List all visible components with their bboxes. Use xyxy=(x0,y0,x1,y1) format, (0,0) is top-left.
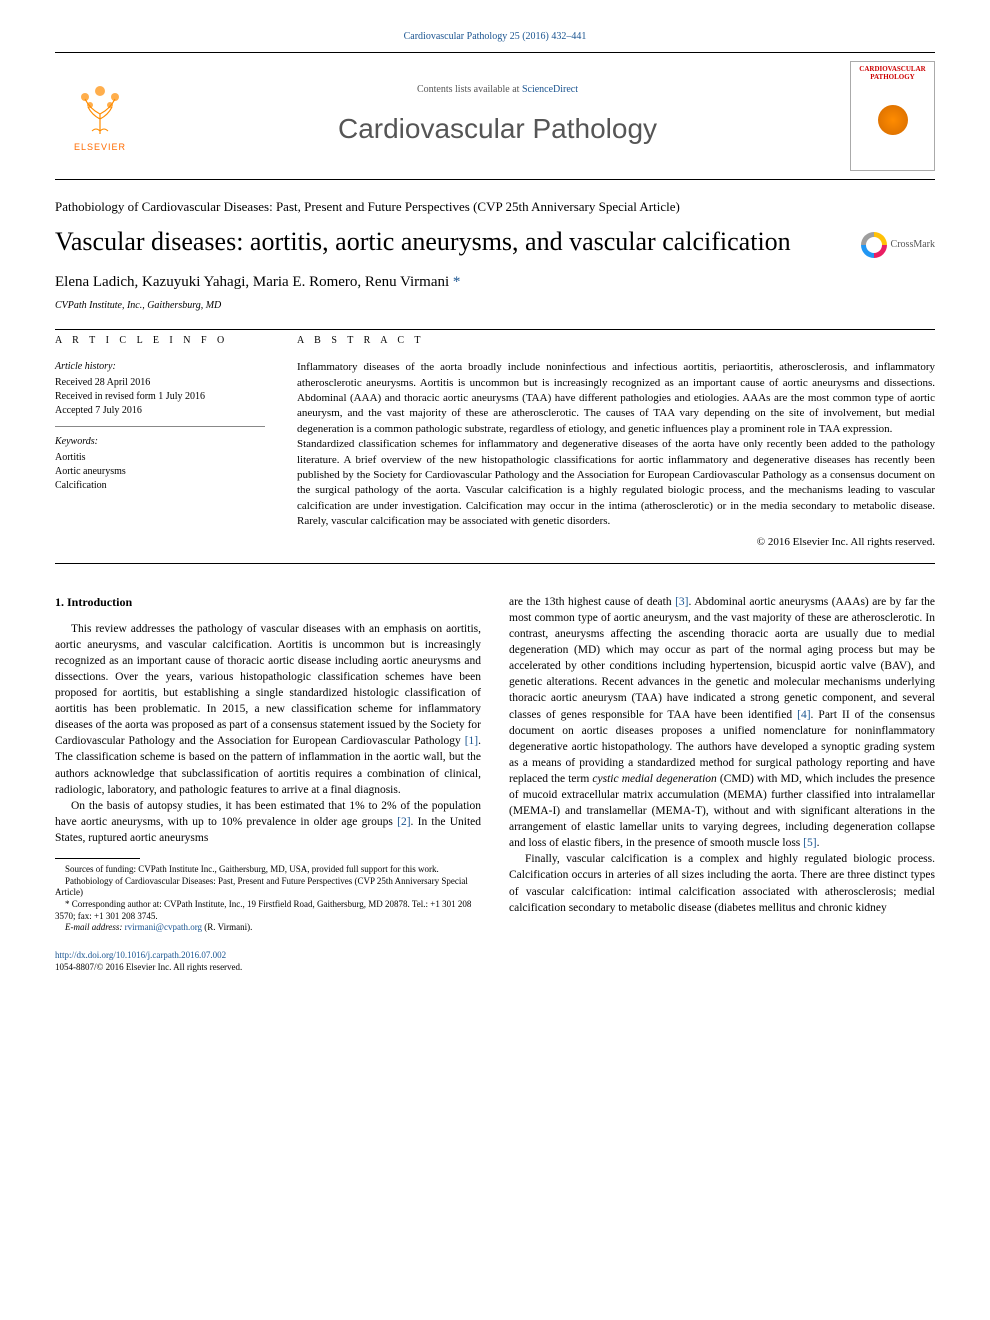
corr-author-link[interactable]: * xyxy=(453,274,461,290)
keywords-label: Keywords: xyxy=(55,435,265,449)
doi-link[interactable]: http://dx.doi.org/10.1016/j.carpath.2016… xyxy=(55,950,226,960)
series-title: Pathobiology of Cardiovascular Diseases:… xyxy=(55,198,935,216)
title-row: Vascular diseases: aortitis, aortic aneu… xyxy=(55,226,935,258)
issn-line: 1054-8807/© 2016 Elsevier Inc. All right… xyxy=(55,962,242,972)
header-banner: ELSEVIER Contents lists available at Sci… xyxy=(55,52,935,180)
affiliation: CVPath Institute, Inc., Gaithersburg, MD xyxy=(55,299,935,313)
authors: Elena Ladich, Kazuyuki Yahagi, Maria E. … xyxy=(55,272,935,293)
elsevier-tree-icon xyxy=(70,79,130,139)
elsevier-label: ELSEVIER xyxy=(74,141,126,154)
abstract: A B S T R A C T Inflammatory diseases of… xyxy=(297,334,935,551)
revised-date: Received in revised form 1 July 2016 xyxy=(55,390,265,404)
keyword: Aortitis xyxy=(55,451,265,465)
ref-link[interactable]: [1] xyxy=(465,735,478,747)
publisher-logo: ELSEVIER xyxy=(55,69,145,164)
crossmark-label: CrossMark xyxy=(891,238,935,252)
keyword: Calcification xyxy=(55,479,265,493)
divider xyxy=(55,329,935,330)
accepted-date: Accepted 7 July 2016 xyxy=(55,404,265,418)
article-info: A R T I C L E I N F O Article history: R… xyxy=(55,334,265,551)
ref-link[interactable]: [2] xyxy=(397,816,410,828)
history-label: Article history: xyxy=(55,360,265,374)
received-date: Received 28 April 2016 xyxy=(55,376,265,390)
journal-link[interactable]: Cardiovascular Pathology 25 (2016) 432–4… xyxy=(404,31,587,42)
cover-badge-icon xyxy=(878,105,908,135)
paragraph: On the basis of autopsy studies, it has … xyxy=(55,798,481,846)
history-block: Article history: Received 28 April 2016 … xyxy=(55,360,265,427)
article-info-heading: A R T I C L E I N F O xyxy=(55,334,265,348)
journal-citation: Cardiovascular Pathology 25 (2016) 432–4… xyxy=(55,30,935,44)
divider xyxy=(55,563,935,564)
footnote: Pathobiology of Cardiovascular Diseases:… xyxy=(55,876,481,899)
ref-link[interactable]: [5] xyxy=(803,837,816,849)
cover-title: CARDIOVASCULAR PATHOLOGY xyxy=(855,66,930,81)
crossmark-widget[interactable]: CrossMark xyxy=(861,232,935,258)
sciencedirect-link[interactable]: ScienceDirect xyxy=(522,84,578,95)
journal-name: Cardiovascular Pathology xyxy=(145,109,850,148)
paragraph: Finally, vascular calcification is a com… xyxy=(509,851,935,915)
paragraph: are the 13th highest cause of death [3].… xyxy=(509,594,935,852)
header-center: Contents lists available at ScienceDirec… xyxy=(145,83,850,148)
abstract-heading: A B S T R A C T xyxy=(297,334,935,348)
crossmark-icon xyxy=(861,232,887,258)
section-heading: 1. Introduction xyxy=(55,594,481,611)
email-link[interactable]: rvirmani@cvpath.org xyxy=(125,922,202,932)
journal-cover-thumb: CARDIOVASCULAR PATHOLOGY xyxy=(850,61,935,171)
contents-line: Contents lists available at ScienceDirec… xyxy=(145,83,850,97)
footnote: E-mail address: rvirmani@cvpath.org (R. … xyxy=(55,922,481,934)
ref-link[interactable]: [3] xyxy=(675,596,688,608)
copyright: © 2016 Elsevier Inc. All rights reserved… xyxy=(297,535,935,550)
right-column: are the 13th highest cause of death [3].… xyxy=(509,594,935,974)
abstract-text: Inflammatory diseases of the aorta broad… xyxy=(297,360,935,529)
doi-block: http://dx.doi.org/10.1016/j.carpath.2016… xyxy=(55,950,481,973)
article-title: Vascular diseases: aortitis, aortic aneu… xyxy=(55,226,861,257)
footnote: Sources of funding: CVPath Institute Inc… xyxy=(55,864,481,876)
footnotes: Sources of funding: CVPath Institute Inc… xyxy=(55,864,481,934)
paragraph: This review addresses the pathology of v… xyxy=(55,621,481,798)
footnote: * Corresponding author at: CVPath Instit… xyxy=(55,899,481,922)
footnote-sep xyxy=(55,858,140,859)
info-abstract-row: A R T I C L E I N F O Article history: R… xyxy=(55,334,935,551)
left-column: 1. Introduction This review addresses th… xyxy=(55,594,481,974)
ref-link[interactable]: [4] xyxy=(797,709,810,721)
body-columns: 1. Introduction This review addresses th… xyxy=(55,594,935,974)
keyword: Aortic aneurysms xyxy=(55,465,265,479)
